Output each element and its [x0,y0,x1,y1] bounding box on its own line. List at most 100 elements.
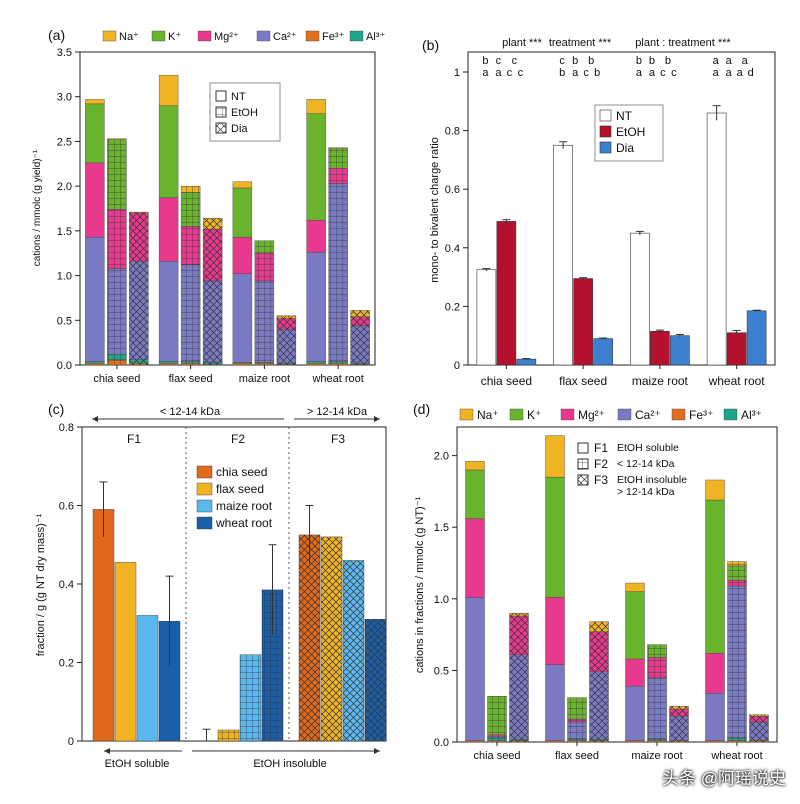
panel-b-category-label: maize root [632,374,689,388]
panel-d-bar-hatch [749,716,769,722]
panel-d-bar-hatch [509,616,529,655]
panel-c-bar-hatch [262,589,283,741]
panel-d-bar-hatch [589,621,609,632]
panel-a-bar-hatch [276,363,296,365]
panel-d-bar-hatch [669,740,689,742]
panel-d-category-label: wheat root [710,750,762,762]
panel-d-bar-hatch [669,706,689,710]
panel-a-bar-segment [306,99,326,114]
panel-b-bar [630,232,650,366]
panel-d-fraction-code: F2 [594,457,608,471]
panel-b-bar [476,269,497,366]
panel-a-bar-hatch [129,212,149,213]
panel-c-bar-hatch [365,619,386,741]
panel-a-bar-hatch [129,261,149,360]
panel-b-frame [467,51,776,366]
panel-d-legend-label: Na⁺ [477,408,499,422]
panel-a-y-tick-label: 1.0 [57,271,72,283]
panel-b-letter: b [482,55,488,67]
panel-b-letter: a [713,67,720,79]
panel-b-letter: a [726,67,733,79]
panel-a-legend-label: Al³⁺ [366,31,385,43]
panel-d-bar-hatch [727,740,747,742]
panel-d-bar-hatch [509,654,529,740]
panel-c-y-tick-label: 0.6 [59,501,74,513]
panel-a-treatment-label: Dia [231,123,248,135]
panel-c-legend-swatch [196,465,213,479]
panel-b-legend-label: EtOH [616,125,645,139]
panel-d-bar-segment [625,591,645,660]
panel-c-bar-hatch [240,654,261,741]
panel-a-bar-hatch [203,362,223,365]
panel-b-stat-header: plant *** [502,37,542,49]
panel-a-bar-hatch [328,147,348,149]
panel-a-bar-hatch [107,354,127,360]
panel-d-bar-hatch [567,697,587,720]
panel-c-bar-hatch [299,534,320,741]
panel-d-label: (d) [413,401,430,417]
panel-d-category-label: chia seed [473,750,520,762]
panel-d-bar-hatch [589,671,609,740]
panel-d-y-tick-label: 0.0 [434,737,449,749]
panel-d-legend-swatch [671,408,686,421]
panel-b-letter: b [559,67,565,79]
panel-b-category-label: wheat root [708,374,766,388]
panel-c-group-label: F3 [331,432,345,446]
panel-b-category-label: flax seed [559,374,607,388]
panel-b-legend-label: NT [616,109,633,123]
panel-b-bar [516,358,537,366]
panel-c-legend-label: chia seed [216,465,267,479]
panel-b-bar [573,278,593,366]
panel-b-letter: c [507,67,513,79]
panel-a-bar-hatch [129,212,149,262]
panel-c-bar [114,562,137,742]
panel-a-bar-segment [232,236,253,274]
panel-a-treatment-hatch [216,107,226,117]
panel-b-bar [746,310,767,366]
panel-a-legend-swatch [305,30,320,42]
panel-a-bar-hatch [203,229,223,281]
panel-d-legend-label: Mg²⁺ [578,408,605,422]
panel-d-bar-hatch [749,740,769,742]
panel-a-bar-hatch [181,186,201,193]
panel-c-top-label: < 12-14 kDa [160,406,221,418]
panel-d-bar-segment [625,740,645,743]
panel-c-label: (c) [48,401,64,417]
panel-b-y-tick-label: 1 [454,67,460,79]
panel-d-legend-swatch [459,408,474,421]
panel-d-bar-segment [705,479,725,501]
panel-d-fraction-label: EtOH insoluble [617,474,687,486]
panel-d-bar-segment [545,664,565,741]
panel-b-y-tick-label: 0 [454,360,460,372]
panel-a-bar-hatch [350,310,370,317]
panel-d-bar-hatch [487,737,507,741]
panel-a-bar-hatch [107,138,127,140]
watermark-text: 头条 @阿瑶说史 [662,769,786,788]
panel-a-bar-hatch [107,139,127,210]
panel-c-group-label: F1 [127,432,141,446]
panel-d-bar-hatch [647,739,667,741]
panel-a-bar-hatch [328,363,348,365]
panel-a-bar-hatch [328,183,348,362]
panel-a-bar-hatch [107,359,127,365]
panel-a-bar-segment [158,197,179,262]
panel-d-bar-hatch [567,740,587,742]
panel-d-bar-segment [625,582,645,592]
panel-a-legend-swatch [256,30,271,42]
panel-b-letter: b [649,55,655,67]
panel-b-stat-header: plant : treatment *** [635,37,731,49]
panel-b-letter: c [518,67,524,79]
panel-a-legend-label: K⁺ [168,31,181,43]
panel-a-bar-hatch [276,329,296,364]
panel-a-bar-hatch [276,315,296,319]
panel-a-y-tick-label: 0.5 [57,315,72,327]
panel-a-y-tick-label: 2.0 [57,181,72,193]
panel-c-y-tick-label: 0.2 [59,658,74,670]
panel-a-bar-hatch [254,253,274,281]
panel-b-legend-swatch [599,141,612,154]
panel-a-legend-swatch [151,30,166,42]
panel-b-letter: a [495,67,502,79]
panel-d-legend-swatch [560,408,575,421]
